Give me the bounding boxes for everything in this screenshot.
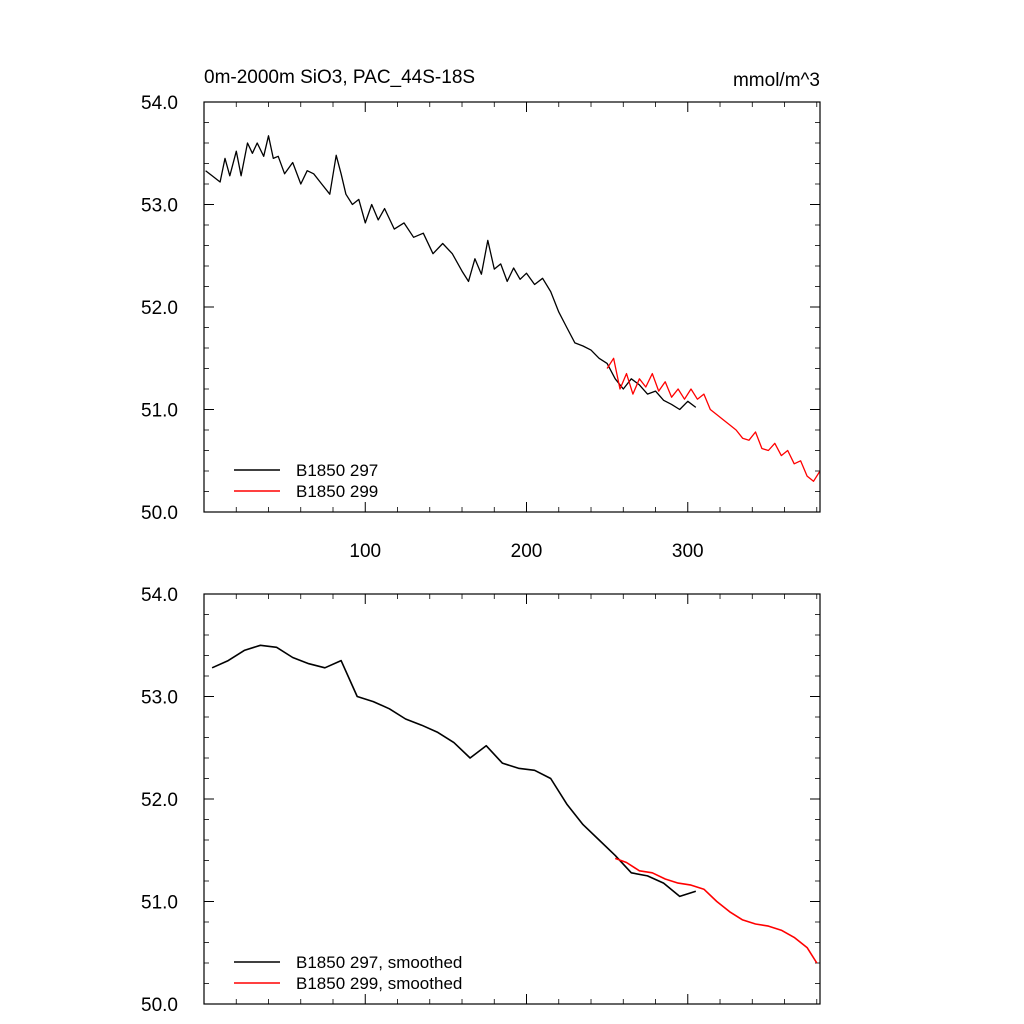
y-tick-label: 50.0 (141, 995, 178, 1016)
series-line (205, 135, 697, 411)
y-tick-label: 53.0 (141, 196, 178, 217)
plot-frame (203, 593, 821, 1005)
y-tick-label: 50.0 (141, 503, 178, 524)
legend-label: B1850 297, smoothed (296, 953, 462, 972)
y-tick-label: 54.0 (141, 585, 178, 606)
top-panel: 0m-2000m SiO3, PAC_44S-18S mmol/m^3 50.0… (141, 67, 821, 562)
legend-label: B1850 297 (296, 461, 378, 480)
x-tick-label: 300 (672, 541, 704, 562)
chart-title: 0m-2000m SiO3, PAC_44S-18S (204, 67, 475, 88)
y-tick-label: 51.0 (141, 401, 178, 422)
bottom-panel: 50.0 51.0 52.0 53.0 54.0 B1850 297, smoothed… (141, 585, 821, 1016)
x-tick-label: 200 (511, 541, 543, 562)
units-label: mmol/m^3 (733, 70, 820, 91)
legend-label: B1850 299, smoothed (296, 974, 462, 993)
y-tick-label: 52.0 (141, 298, 178, 319)
y-tick-label: 51.0 (141, 893, 178, 914)
x-tick-label: 100 (349, 541, 381, 562)
series-line (211, 644, 697, 898)
plot-frame (203, 101, 821, 513)
legend-label: B1850 299 (296, 482, 378, 501)
series-line (606, 357, 821, 482)
series-line (614, 857, 818, 964)
y-tick-label: 52.0 (141, 790, 178, 811)
y-tick-label: 54.0 (141, 93, 178, 114)
y-tick-label: 53.0 (141, 688, 178, 709)
